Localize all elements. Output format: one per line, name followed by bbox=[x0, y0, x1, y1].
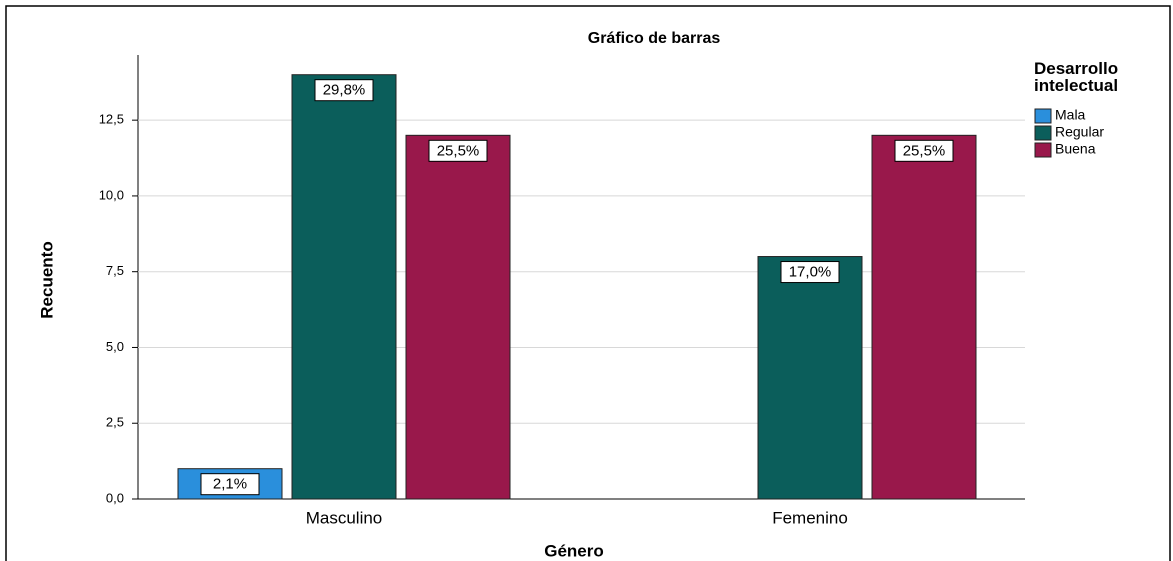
legend-swatch bbox=[1034, 142, 1052, 158]
bar bbox=[871, 134, 977, 500]
y-tick-label: 2,5 bbox=[106, 415, 124, 430]
value-label: 29,8% bbox=[323, 82, 366, 99]
legend-swatch bbox=[1034, 125, 1052, 141]
x-axis-label: Género bbox=[544, 541, 604, 560]
value-label: 17,0% bbox=[789, 264, 832, 281]
x-tick-label: Femenino bbox=[772, 508, 848, 527]
value-label: 25,5% bbox=[903, 142, 946, 159]
y-tick-label: 12,5 bbox=[99, 112, 124, 127]
value-label-box bbox=[428, 139, 488, 162]
x-tick-label: Masculino bbox=[306, 508, 383, 527]
value-label: 25,5% bbox=[437, 142, 480, 159]
bar bbox=[405, 134, 511, 500]
y-tick-label: 5,0 bbox=[106, 339, 124, 354]
bar bbox=[291, 74, 397, 500]
legend-label: Buena bbox=[1055, 141, 1096, 157]
y-tick-label: 10,0 bbox=[99, 187, 124, 202]
value-label-box bbox=[894, 139, 954, 162]
value-label: 2,1% bbox=[213, 476, 247, 493]
frame bbox=[5, 5, 1171, 561]
y-tick-label: 7,5 bbox=[106, 263, 124, 278]
legend-label: Mala bbox=[1055, 107, 1086, 123]
y-axis-label: Recuento bbox=[37, 241, 56, 318]
chart-title: Gráfico de barras bbox=[588, 30, 721, 47]
legend-swatch bbox=[1034, 108, 1052, 124]
legend-title: Desarrollo intelectual bbox=[1034, 59, 1119, 95]
y-tick-label: 0,0 bbox=[106, 490, 124, 505]
bar bbox=[757, 256, 863, 500]
value-label-box bbox=[314, 79, 374, 102]
value-label-box bbox=[780, 261, 840, 284]
value-label-box bbox=[200, 473, 260, 496]
legend-label: Regular bbox=[1055, 124, 1104, 140]
